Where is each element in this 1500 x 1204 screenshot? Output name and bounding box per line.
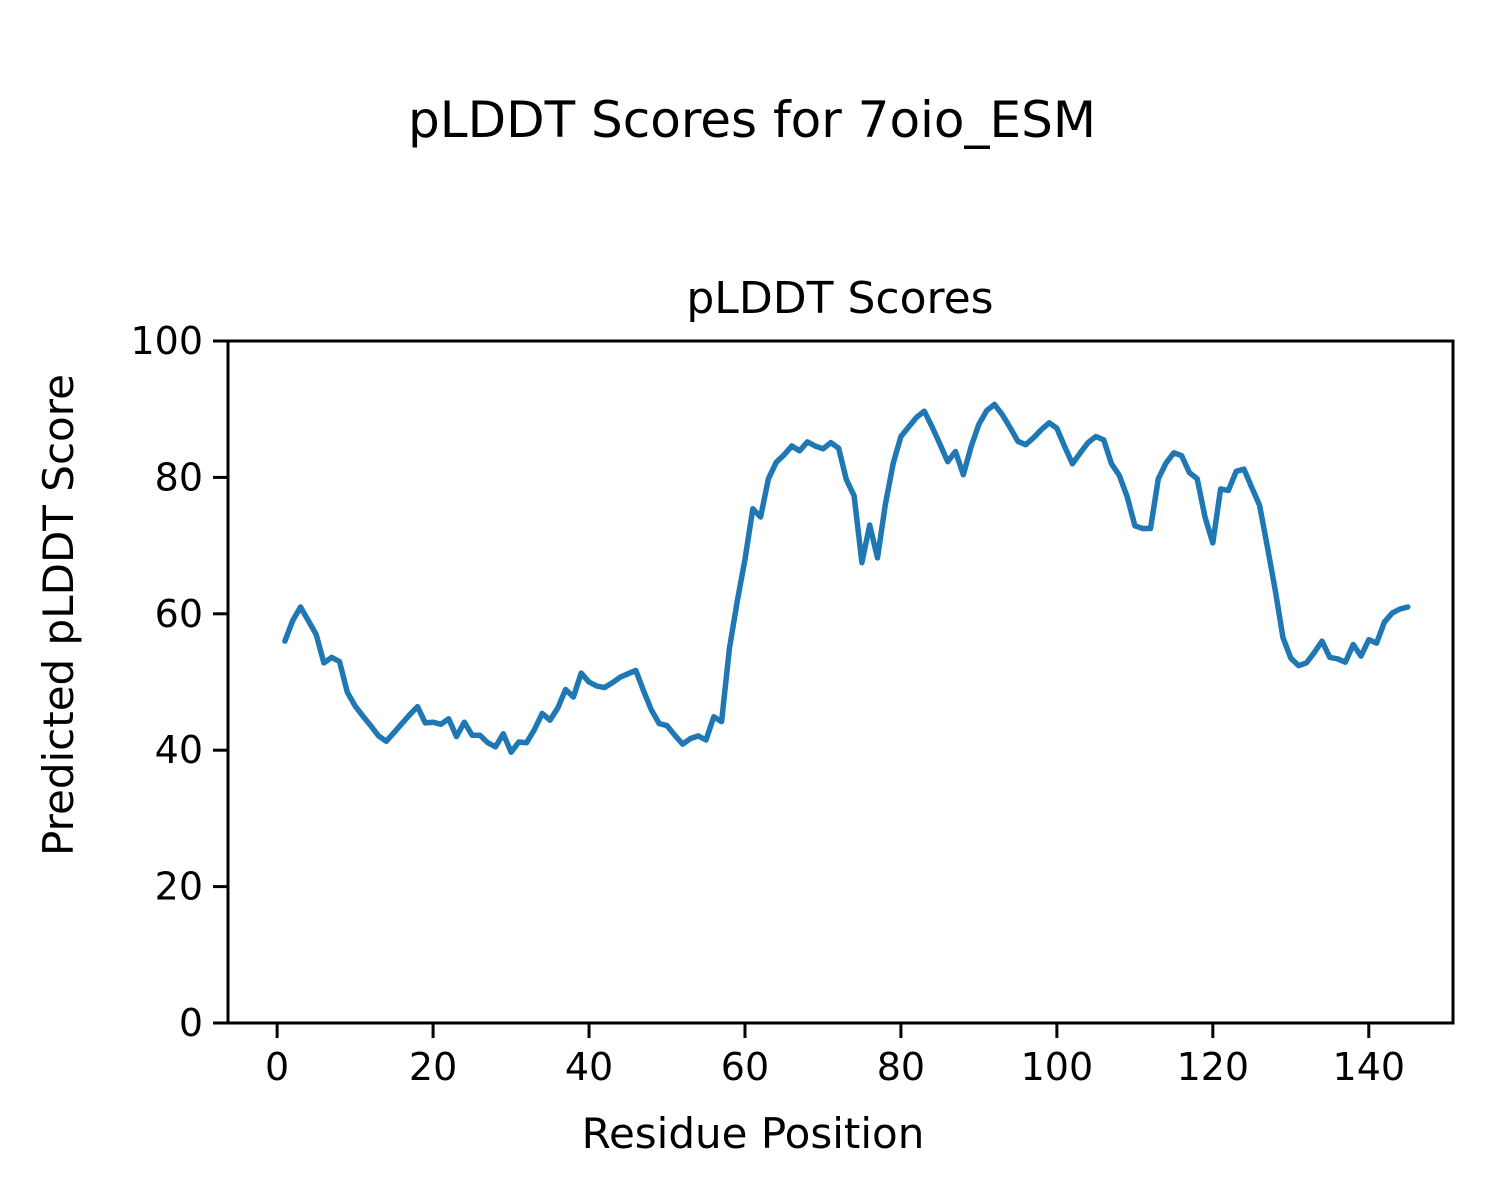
x-tick-label: 120 bbox=[1177, 1045, 1250, 1089]
x-tick-label: 100 bbox=[1021, 1045, 1094, 1089]
y-tick-label: 60 bbox=[155, 592, 203, 636]
axes-spines bbox=[226, 339, 1455, 1025]
x-axis-label: Residue Position bbox=[582, 1109, 925, 1158]
axes-title: pLDDT Scores bbox=[686, 273, 993, 324]
plot-area bbox=[282, 401, 1411, 755]
plddt-score-line bbox=[282, 401, 1411, 755]
y-axis-label: Predicted pLDDT Score bbox=[34, 374, 83, 856]
axes-ticks: 0 20 40 60 80 100 120 140 0 20 40 60 80 100 bbox=[130, 319, 1405, 1089]
x-tick-label: 80 bbox=[877, 1045, 925, 1089]
x-tick-label: 20 bbox=[409, 1045, 457, 1089]
y-tick-label: 80 bbox=[155, 455, 203, 499]
y-tick-label: 0 bbox=[179, 1001, 203, 1045]
x-tick-label: 0 bbox=[265, 1045, 289, 1089]
x-tick-label: 60 bbox=[721, 1045, 769, 1089]
y-tick-label: 40 bbox=[155, 728, 203, 772]
y-tick-label: 100 bbox=[130, 319, 203, 363]
x-tick-label: 140 bbox=[1333, 1045, 1406, 1089]
x-tick-label: 40 bbox=[565, 1045, 613, 1089]
figure-title: pLDDT Scores for 7oio_ESM bbox=[408, 91, 1096, 149]
y-tick-label: 20 bbox=[155, 865, 203, 909]
